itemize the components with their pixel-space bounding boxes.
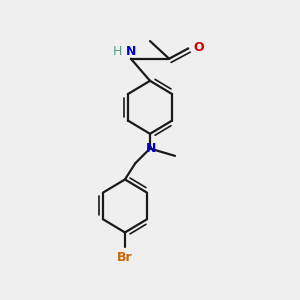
Text: O: O: [194, 41, 204, 54]
Text: H: H: [113, 45, 122, 58]
Text: Br: Br: [117, 251, 133, 264]
Text: N: N: [146, 142, 156, 155]
Text: N: N: [126, 45, 136, 58]
